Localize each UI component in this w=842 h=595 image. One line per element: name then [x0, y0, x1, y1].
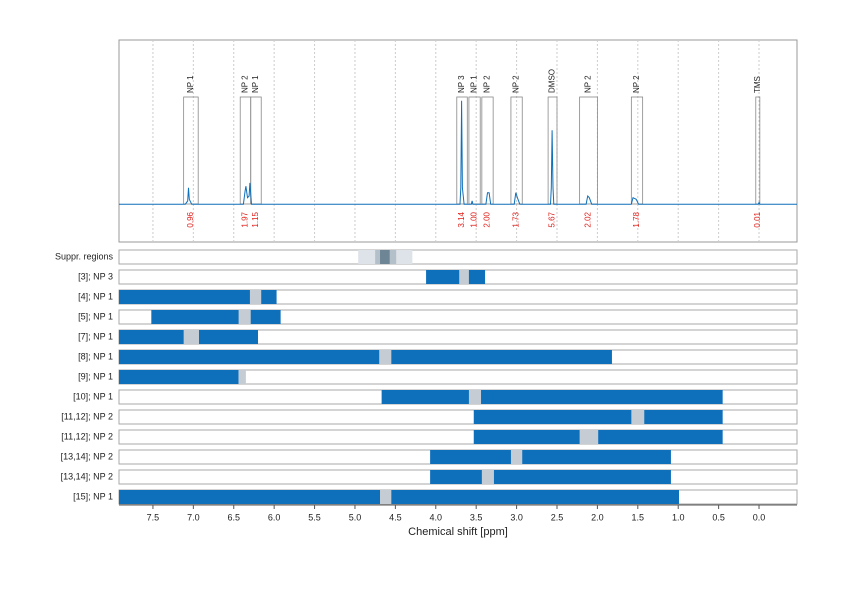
- gap-bar: [249, 290, 262, 304]
- range-bar: [119, 290, 277, 304]
- gap-bar: [510, 450, 523, 464]
- row-label: [3]; NP 3: [78, 271, 113, 281]
- row-label: [15]; NP 1: [73, 491, 113, 501]
- x-tick-label: 5.5: [308, 512, 321, 522]
- range-bar: [426, 270, 486, 284]
- integral-label: 2.00: [483, 211, 492, 227]
- gap-bar: [459, 270, 469, 284]
- gap-bar: [183, 330, 200, 344]
- row-label: [11,12]; NP 2: [61, 411, 113, 421]
- integral-label: 3.14: [457, 211, 466, 227]
- annotation-label: NP 2: [483, 75, 492, 93]
- x-tick-label: 1.5: [632, 512, 645, 522]
- annotation-box: [630, 96, 644, 205]
- integral-label: 1.78: [632, 211, 641, 227]
- gap-bar: [380, 490, 392, 504]
- annotation-label: NP 2: [584, 75, 593, 93]
- gap-bar: [238, 370, 246, 384]
- annotation-box: [183, 96, 199, 205]
- range-bar: [430, 470, 671, 484]
- gap-bar: [238, 310, 251, 324]
- x-tick-label: 1.0: [672, 512, 685, 522]
- annotation-label: TMS: [753, 76, 762, 93]
- row-label: [4]; NP 1: [78, 291, 113, 301]
- x-tick-label: 2.0: [591, 512, 604, 522]
- integral-label: 1.97: [241, 211, 250, 227]
- integral-label: 1.00: [470, 211, 479, 227]
- range-bar: [473, 410, 723, 424]
- annotation-label: DMSO: [548, 69, 557, 93]
- row-label: [7]; NP 1: [78, 331, 113, 341]
- annotation-box: [579, 96, 598, 205]
- range-bar: [151, 310, 281, 324]
- annotation-box: [468, 96, 481, 205]
- annotation-label: NP 1: [251, 75, 260, 93]
- annotation-label: NP 1: [470, 75, 479, 93]
- integral-label: 2.02: [584, 211, 593, 227]
- row-label: [8]; NP 1: [78, 351, 113, 361]
- x-tick-label: 4.0: [430, 512, 443, 522]
- annotation-box: [456, 96, 468, 205]
- integral-label: 0.01: [753, 211, 762, 227]
- integral-label: 5.67: [548, 211, 557, 227]
- gap-bar: [379, 350, 392, 364]
- gap-bar: [631, 410, 645, 424]
- row-label: [13,14]; NP 2: [61, 471, 113, 481]
- integral-label: 1.15: [251, 211, 260, 227]
- range-bar: [119, 490, 680, 504]
- gap-bar: [579, 430, 599, 444]
- x-tick-label: 3.5: [470, 512, 483, 522]
- annotation-box: [547, 96, 558, 205]
- annotation-label: NP 1: [186, 75, 195, 93]
- annotation-box: [250, 96, 262, 205]
- annotation-box: [510, 96, 523, 205]
- range-bar: [430, 450, 671, 464]
- x-tick-label: 0.0: [753, 512, 766, 522]
- gap-bar: [468, 390, 482, 404]
- x-tick-label: 6.0: [268, 512, 281, 522]
- spectrum-line: [119, 100, 797, 205]
- x-tick-label: 4.5: [389, 512, 402, 522]
- x-axis-label: Chemical shift [ppm]: [408, 526, 508, 538]
- x-tick-label: 3.0: [510, 512, 523, 522]
- x-tick-label: 7.5: [147, 512, 160, 522]
- row-label: [9]; NP 1: [78, 371, 113, 381]
- range-bar: [119, 370, 239, 384]
- spectrum-frame: [118, 39, 798, 243]
- range-bar: [119, 350, 612, 364]
- suppressed-region: [380, 250, 390, 264]
- row-frame: [118, 249, 798, 265]
- x-tick-label: 0.5: [712, 512, 725, 522]
- annotation-label: NP 2: [241, 75, 250, 93]
- annotation-box: [481, 96, 494, 205]
- row-frame: [118, 309, 798, 325]
- gap-bar: [481, 470, 494, 484]
- x-tick-label: 6.5: [227, 512, 240, 522]
- row-label: [10]; NP 1: [73, 391, 113, 401]
- range-bar: [381, 390, 723, 404]
- x-tick-label: 2.5: [551, 512, 564, 522]
- row-label: [11,12]; NP 2: [61, 431, 113, 441]
- row-label: Suppr. regions: [55, 251, 114, 261]
- annotation-label: NP 2: [632, 75, 641, 93]
- row-label: [13,14]; NP 2: [61, 451, 113, 461]
- annotation-label: NP 3: [457, 75, 466, 93]
- x-tick-label: 7.0: [187, 512, 200, 522]
- row-label: [5]; NP 1: [78, 311, 113, 321]
- annotation-label: NP 2: [512, 75, 521, 93]
- integral-label: 0.96: [186, 211, 195, 227]
- x-tick-label: 5.0: [349, 512, 362, 522]
- integral-label: 1.73: [512, 211, 521, 227]
